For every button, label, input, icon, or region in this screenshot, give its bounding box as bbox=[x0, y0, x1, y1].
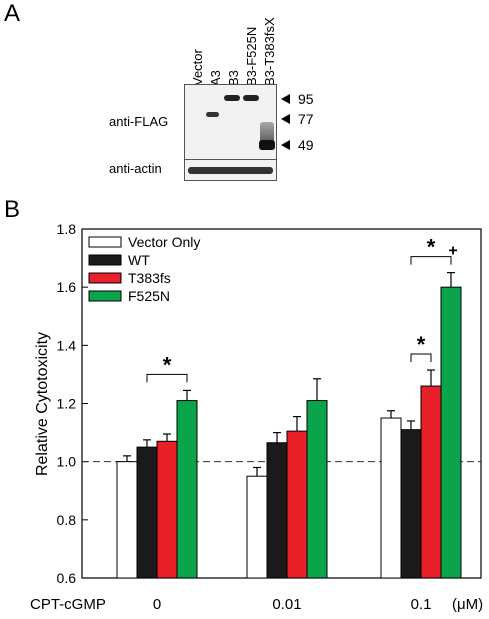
bar-t383fs-1 bbox=[286, 430, 308, 579]
legend-label-wt: WT bbox=[128, 252, 150, 268]
legend-label-t383fs: T383fs bbox=[128, 270, 171, 286]
blot-label-anti-flag: anti-FLAG bbox=[109, 114, 169, 129]
legend-swatch-vector-only bbox=[88, 236, 122, 248]
x-tick-label-0: 0 bbox=[153, 596, 161, 613]
mw-label-95: 95 bbox=[298, 91, 314, 107]
mw-arrow-49 bbox=[281, 140, 290, 150]
y-tick-label-5: 1.6 bbox=[57, 279, 77, 295]
significance-bracket-1 bbox=[410, 353, 432, 363]
bar-vector-only-1 bbox=[246, 475, 268, 579]
bar-f525n-1 bbox=[306, 400, 328, 579]
bar-wt-2 bbox=[400, 429, 422, 579]
mw-label-49: 49 bbox=[298, 137, 314, 153]
mw-label-77: 77 bbox=[298, 111, 314, 127]
band-b3-f525n bbox=[243, 95, 259, 101]
y-axis-label: Relative Cytotoxicity bbox=[34, 332, 51, 476]
x-prefix-label: CPT-cGMP bbox=[30, 596, 106, 613]
x-tick-label-1: 0.01 bbox=[272, 596, 301, 613]
bar-wt-1 bbox=[266, 442, 288, 579]
anti-actin-blot bbox=[184, 159, 277, 181]
legend-label-vector-only: Vector Only bbox=[128, 234, 200, 250]
mw-arrow-77 bbox=[281, 114, 290, 124]
y-tick-label-1: 0.8 bbox=[57, 512, 77, 528]
band-b3 bbox=[224, 95, 240, 101]
significance-star-0: * bbox=[163, 352, 172, 377]
bar-vector-only-2 bbox=[380, 417, 402, 579]
bar-t383fs-2 bbox=[420, 385, 442, 579]
significance-plus-3: + bbox=[448, 243, 457, 260]
bar-f525n-2 bbox=[440, 286, 462, 579]
mw-arrow-95 bbox=[281, 94, 290, 104]
significance-star-1: * bbox=[417, 332, 426, 357]
legend-swatch-t383fs bbox=[88, 272, 122, 284]
panel-a-letter: A bbox=[4, 0, 21, 27]
blot-label-anti-actin: anti-actin bbox=[109, 161, 162, 176]
bar-vector-only-0 bbox=[116, 461, 138, 579]
legend-swatch-f525n bbox=[88, 290, 122, 302]
x-unit-label: (μM) bbox=[452, 596, 483, 613]
bar-t383fs-0 bbox=[156, 440, 178, 579]
significance-bracket-0 bbox=[146, 373, 188, 383]
significance-star-2: * bbox=[427, 235, 436, 260]
legend-swatch-wt bbox=[88, 254, 122, 266]
bar-wt-0 bbox=[136, 446, 158, 579]
y-tick-label-6: 1.8 bbox=[57, 221, 77, 237]
band-b3-t383fsx-smear bbox=[260, 122, 274, 144]
y-tick-label-0: 0.6 bbox=[57, 570, 77, 586]
x-tick-label-2: 0.1 bbox=[411, 596, 432, 613]
y-tick-label-3: 1.2 bbox=[57, 396, 77, 412]
y-tick-label-2: 1.0 bbox=[57, 454, 77, 470]
y-tick-label-4: 1.4 bbox=[57, 337, 77, 353]
band-a3 bbox=[206, 112, 219, 117]
legend-label-f525n: F525N bbox=[128, 288, 170, 304]
band-actin bbox=[188, 167, 273, 174]
panel-b-letter: B bbox=[4, 196, 21, 223]
significance-bracket-2 bbox=[410, 256, 452, 265]
band-b3-t383fsx bbox=[259, 140, 275, 150]
bar-f525n-0 bbox=[176, 400, 198, 579]
